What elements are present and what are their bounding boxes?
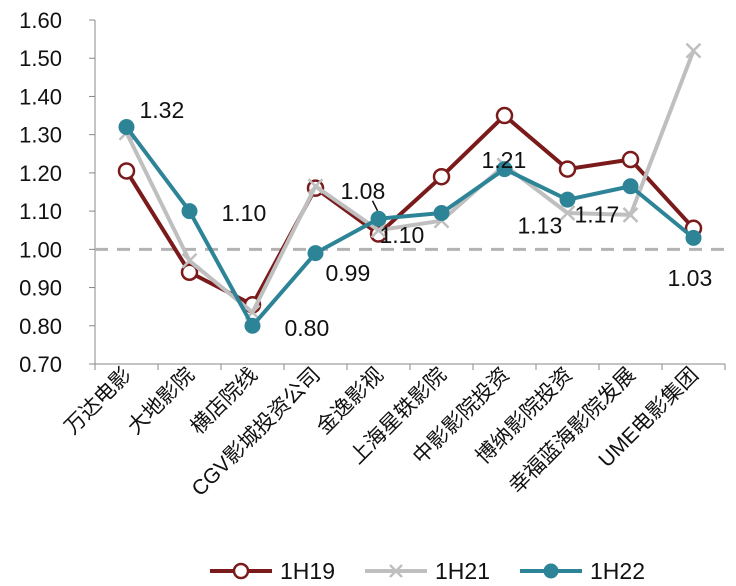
y-tick-label: 0.80 [19,314,62,339]
point-1H22 [685,229,702,246]
y-tick-label: 0.70 [19,352,62,377]
point-1H22 [622,178,639,195]
point-1H22 [181,203,198,220]
series-line-1H21 [124,49,696,315]
point-1H22 [118,119,135,136]
legend-label: 1H21 [435,558,490,584]
label-leader-line [371,200,379,212]
data-label: 1.13 [518,213,563,239]
data-label: 0.80 [285,315,330,341]
point-1H22 [496,161,513,178]
point-1H21 [685,42,702,59]
point-1H19 [621,150,640,169]
point-1H21 [307,178,324,195]
point-1H19 [432,167,451,186]
point-1H21 [181,252,198,269]
point-1H22 [559,191,576,208]
legend-label: 1H22 [590,558,645,584]
point-1H19 [180,263,199,282]
point-1H19 [495,106,514,125]
x-tick-label: 万达电影 [60,363,136,439]
data-label: 1.17 [575,201,620,227]
point-1H22 [433,205,450,222]
legend-label: 1H19 [280,558,335,584]
data-label: 1.21 [482,147,527,173]
y-tick-label: 1.60 [19,8,62,33]
legend-marker [232,562,250,580]
y-tick-label: 1.40 [19,84,62,109]
point-1H19 [117,162,136,180]
data-label: 1.08 [341,178,386,204]
point-1H21 [370,222,387,239]
y-tick-label: 1.10 [19,199,62,224]
point-1H22 [370,210,387,227]
point-1H19 [558,160,577,178]
data-label: 1.03 [668,265,713,291]
y-tick-label: 0.90 [19,276,62,301]
y-tick-label: 1.50 [19,46,62,71]
data-label: 1.10 [222,200,267,226]
point-1H21 [622,207,639,223]
series-line-1H22 [124,125,695,328]
data-label: 1.32 [140,97,185,123]
point-1H22 [244,317,261,334]
data-label: 0.99 [326,260,371,286]
point-1H21 [559,205,576,221]
x-tick-label: 大地影院 [123,363,199,439]
y-tick-label: 1.00 [19,237,62,262]
legend-marker [543,563,559,579]
y-tick-label: 1.30 [19,123,62,148]
legend-marker [389,564,403,578]
y-tick-label: 1.20 [19,161,62,186]
data-label: 1.10 [380,222,425,248]
point-1H22 [307,245,324,262]
